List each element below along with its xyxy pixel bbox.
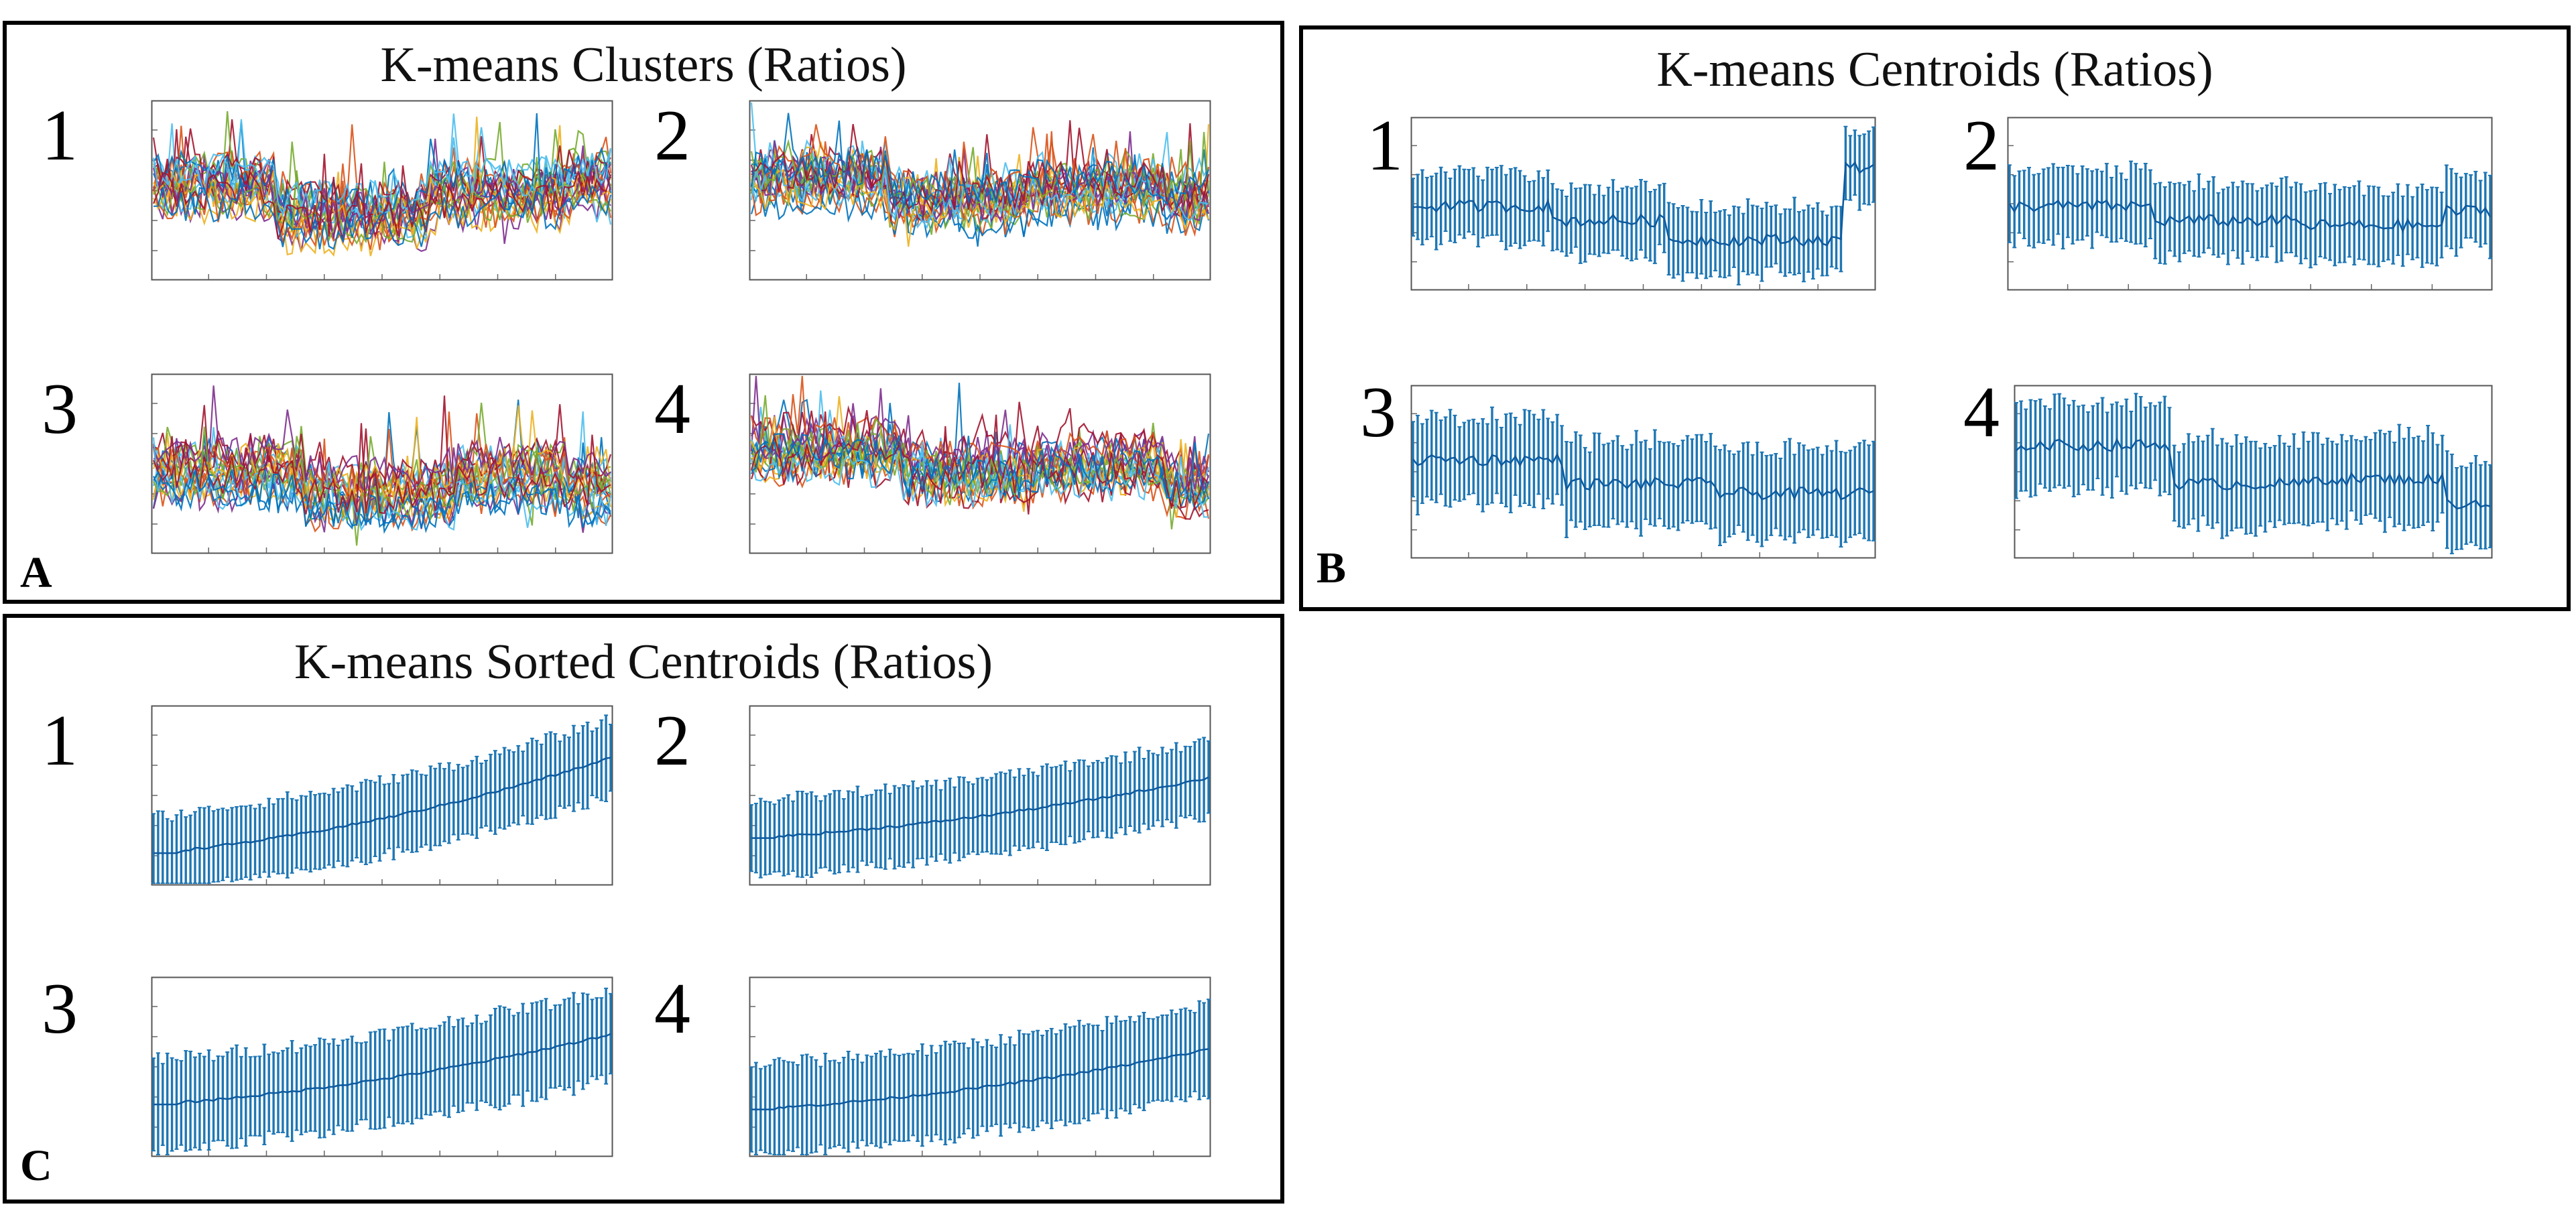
panel-letter-b: B	[1316, 543, 1347, 592]
axes-box	[1410, 117, 1876, 291]
cluster-label-b3: 3	[1360, 373, 1396, 452]
cluster-member-line	[152, 385, 611, 495]
cluster-label-c1: 1	[42, 701, 78, 781]
axes-box	[1410, 385, 1876, 559]
cluster-member-line	[750, 120, 1210, 210]
centroid-line	[154, 1033, 611, 1106]
cluster-member-line	[152, 423, 611, 515]
subplot-a1	[151, 100, 613, 281]
cluster-label-a1: 1	[42, 96, 78, 176]
axes-box	[151, 976, 613, 1157]
cluster-member-line	[751, 149, 1210, 235]
cluster-label-a3: 3	[42, 369, 78, 449]
centroid-line	[1412, 452, 1874, 501]
centroid-line	[154, 757, 611, 854]
cluster-label-c3: 3	[42, 969, 78, 1049]
cluster-member-line	[153, 178, 612, 251]
subplot-c2	[749, 705, 1211, 886]
subplot-c3	[151, 976, 613, 1157]
cluster-member-line	[152, 128, 612, 219]
cluster-label-b1: 1	[1367, 106, 1403, 186]
cluster-member-line	[750, 375, 1210, 486]
centroid-line	[2016, 437, 2491, 510]
centroid-line	[1412, 161, 1874, 247]
subplot-c4	[749, 976, 1211, 1157]
subplot-b2	[2007, 117, 2493, 291]
cluster-member-line	[152, 137, 612, 219]
subplot-b3	[1410, 385, 1876, 559]
panel-letter-c: C	[20, 1141, 52, 1190]
axes-box	[749, 976, 1211, 1157]
subplot-a2	[749, 100, 1211, 281]
cluster-member-line	[153, 470, 611, 531]
centroid-line	[751, 776, 1209, 839]
panel-letter-a: A	[20, 548, 52, 597]
cluster-label-a2: 2	[654, 96, 690, 176]
axes-box	[151, 705, 613, 886]
subplot-c1	[151, 705, 613, 886]
panel-title-a: K-means Clusters (Ratios)	[380, 38, 907, 92]
centroid-line	[751, 1048, 1209, 1110]
axes-box	[749, 705, 1211, 886]
cluster-member-line	[750, 410, 1209, 515]
subplot-a3	[151, 373, 613, 554]
cluster-label-a4: 4	[654, 369, 690, 449]
cluster-member-line	[153, 113, 611, 219]
cluster-member-line	[153, 157, 611, 245]
panel-a: K-means Clusters (Ratios) 1 2 3 4 A	[3, 21, 1284, 604]
cluster-label-c2: 2	[654, 701, 690, 781]
subplot-a4	[749, 373, 1211, 554]
subplot-b1	[1410, 117, 1876, 291]
cluster-label-b2: 2	[1963, 106, 2000, 186]
cluster-label-b4: 4	[1963, 373, 2000, 452]
cluster-member-line	[751, 156, 1209, 247]
panel-c: K-means Sorted Centroids (Ratios) 1 2 3 …	[3, 614, 1284, 1204]
cluster-member-line	[751, 433, 1210, 504]
cluster-member-line	[750, 442, 1209, 518]
panel-title-c: K-means Sorted Centroids (Ratios)	[294, 635, 993, 690]
subplot-b4	[2014, 385, 2493, 559]
cluster-member-line	[152, 173, 612, 251]
panel-title-b: K-means Centroids (Ratios)	[1656, 42, 2213, 97]
cluster-label-c4: 4	[654, 969, 690, 1049]
axes-box	[2014, 385, 2493, 559]
centroid-line	[2008, 199, 2492, 234]
panel-b: K-means Centroids (Ratios) 1 2 3 4 B	[1299, 25, 2571, 611]
